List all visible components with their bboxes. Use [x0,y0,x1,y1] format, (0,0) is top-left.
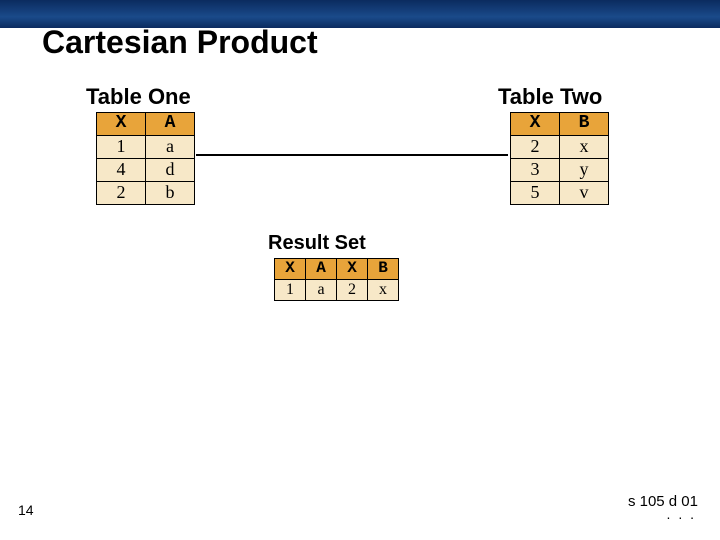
col-header: X [337,259,368,280]
table-row: 2 x [511,136,609,159]
table-cell: d [146,159,195,182]
table-row: X B [511,113,609,136]
table-one: X A 1 a 4 d 2 b [96,112,195,205]
label-result-set: Result Set [268,232,366,255]
table-row: X A [97,113,195,136]
table-cell: 3 [511,159,560,182]
table-cell: 2 [337,280,368,301]
page-title: Cartesian Product [42,24,318,61]
col-header: X [511,113,560,136]
table-two: X B 2 x 3 y 5 v [510,112,609,205]
table-row: 4 d [97,159,195,182]
result-set-table: X A X B 1 a 2 x [274,258,399,301]
col-header: X [97,113,146,136]
label-table-one: Table One [86,84,191,110]
table-cell: a [306,280,337,301]
table-row: 5 v [511,182,609,205]
label-table-two: Table Two [498,84,602,110]
table-cell: v [560,182,609,205]
table-cell: 4 [97,159,146,182]
table-row: 1 a [97,136,195,159]
table-row: 2 b [97,182,195,205]
table-cell: 5 [511,182,560,205]
table-cell: 1 [97,136,146,159]
table-cell: 2 [511,136,560,159]
table-cell: x [368,280,399,301]
table-cell: 1 [275,280,306,301]
table-row: 1 a 2 x [275,280,399,301]
join-line [196,154,508,156]
col-header: B [560,113,609,136]
table-row: 3 y [511,159,609,182]
page-number: 14 [18,502,34,518]
table-cell: x [560,136,609,159]
table-row: X A X B [275,259,399,280]
table-cell: a [146,136,195,159]
col-header: A [146,113,195,136]
ellipsis-dots: . . . [667,506,696,522]
table-cell: y [560,159,609,182]
table-cell: 2 [97,182,146,205]
col-header: B [368,259,399,280]
col-header: X [275,259,306,280]
table-cell: b [146,182,195,205]
col-header: A [306,259,337,280]
